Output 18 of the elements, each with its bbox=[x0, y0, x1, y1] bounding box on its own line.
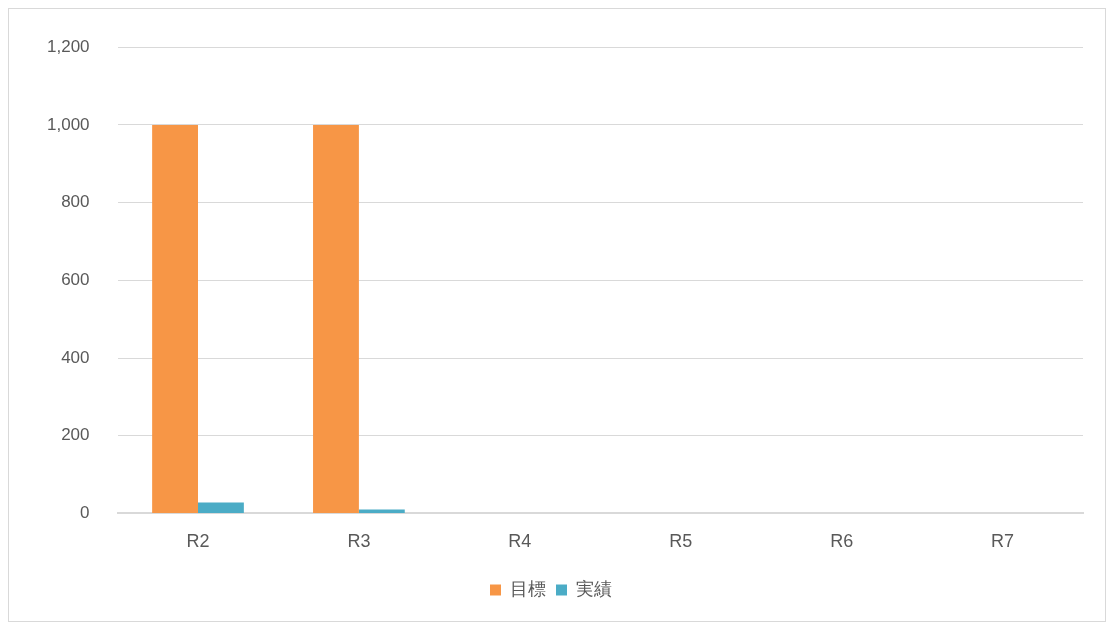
bar bbox=[198, 502, 244, 513]
x-tick-label: R4 bbox=[508, 531, 532, 552]
x-tick-label: R6 bbox=[830, 531, 854, 552]
legend-label: 目標 bbox=[510, 577, 546, 599]
bar bbox=[313, 124, 359, 513]
y-tick-label: 800 bbox=[61, 192, 90, 212]
x-tick-label: R7 bbox=[991, 531, 1015, 552]
x-tick-label: R2 bbox=[186, 531, 210, 552]
y-tick-label: 600 bbox=[61, 269, 90, 289]
y-tick-label: 1,000 bbox=[46, 114, 90, 134]
legend-label: 実績 bbox=[576, 577, 612, 599]
bar bbox=[152, 124, 198, 513]
x-tick-label: R3 bbox=[347, 531, 371, 552]
y-tick-label: 1,200 bbox=[46, 36, 90, 56]
y-tick-label: 0 bbox=[80, 503, 90, 523]
y-tick-label: 400 bbox=[61, 347, 90, 367]
x-tick-label: R5 bbox=[669, 531, 693, 552]
y-tick-label: 200 bbox=[61, 425, 90, 445]
